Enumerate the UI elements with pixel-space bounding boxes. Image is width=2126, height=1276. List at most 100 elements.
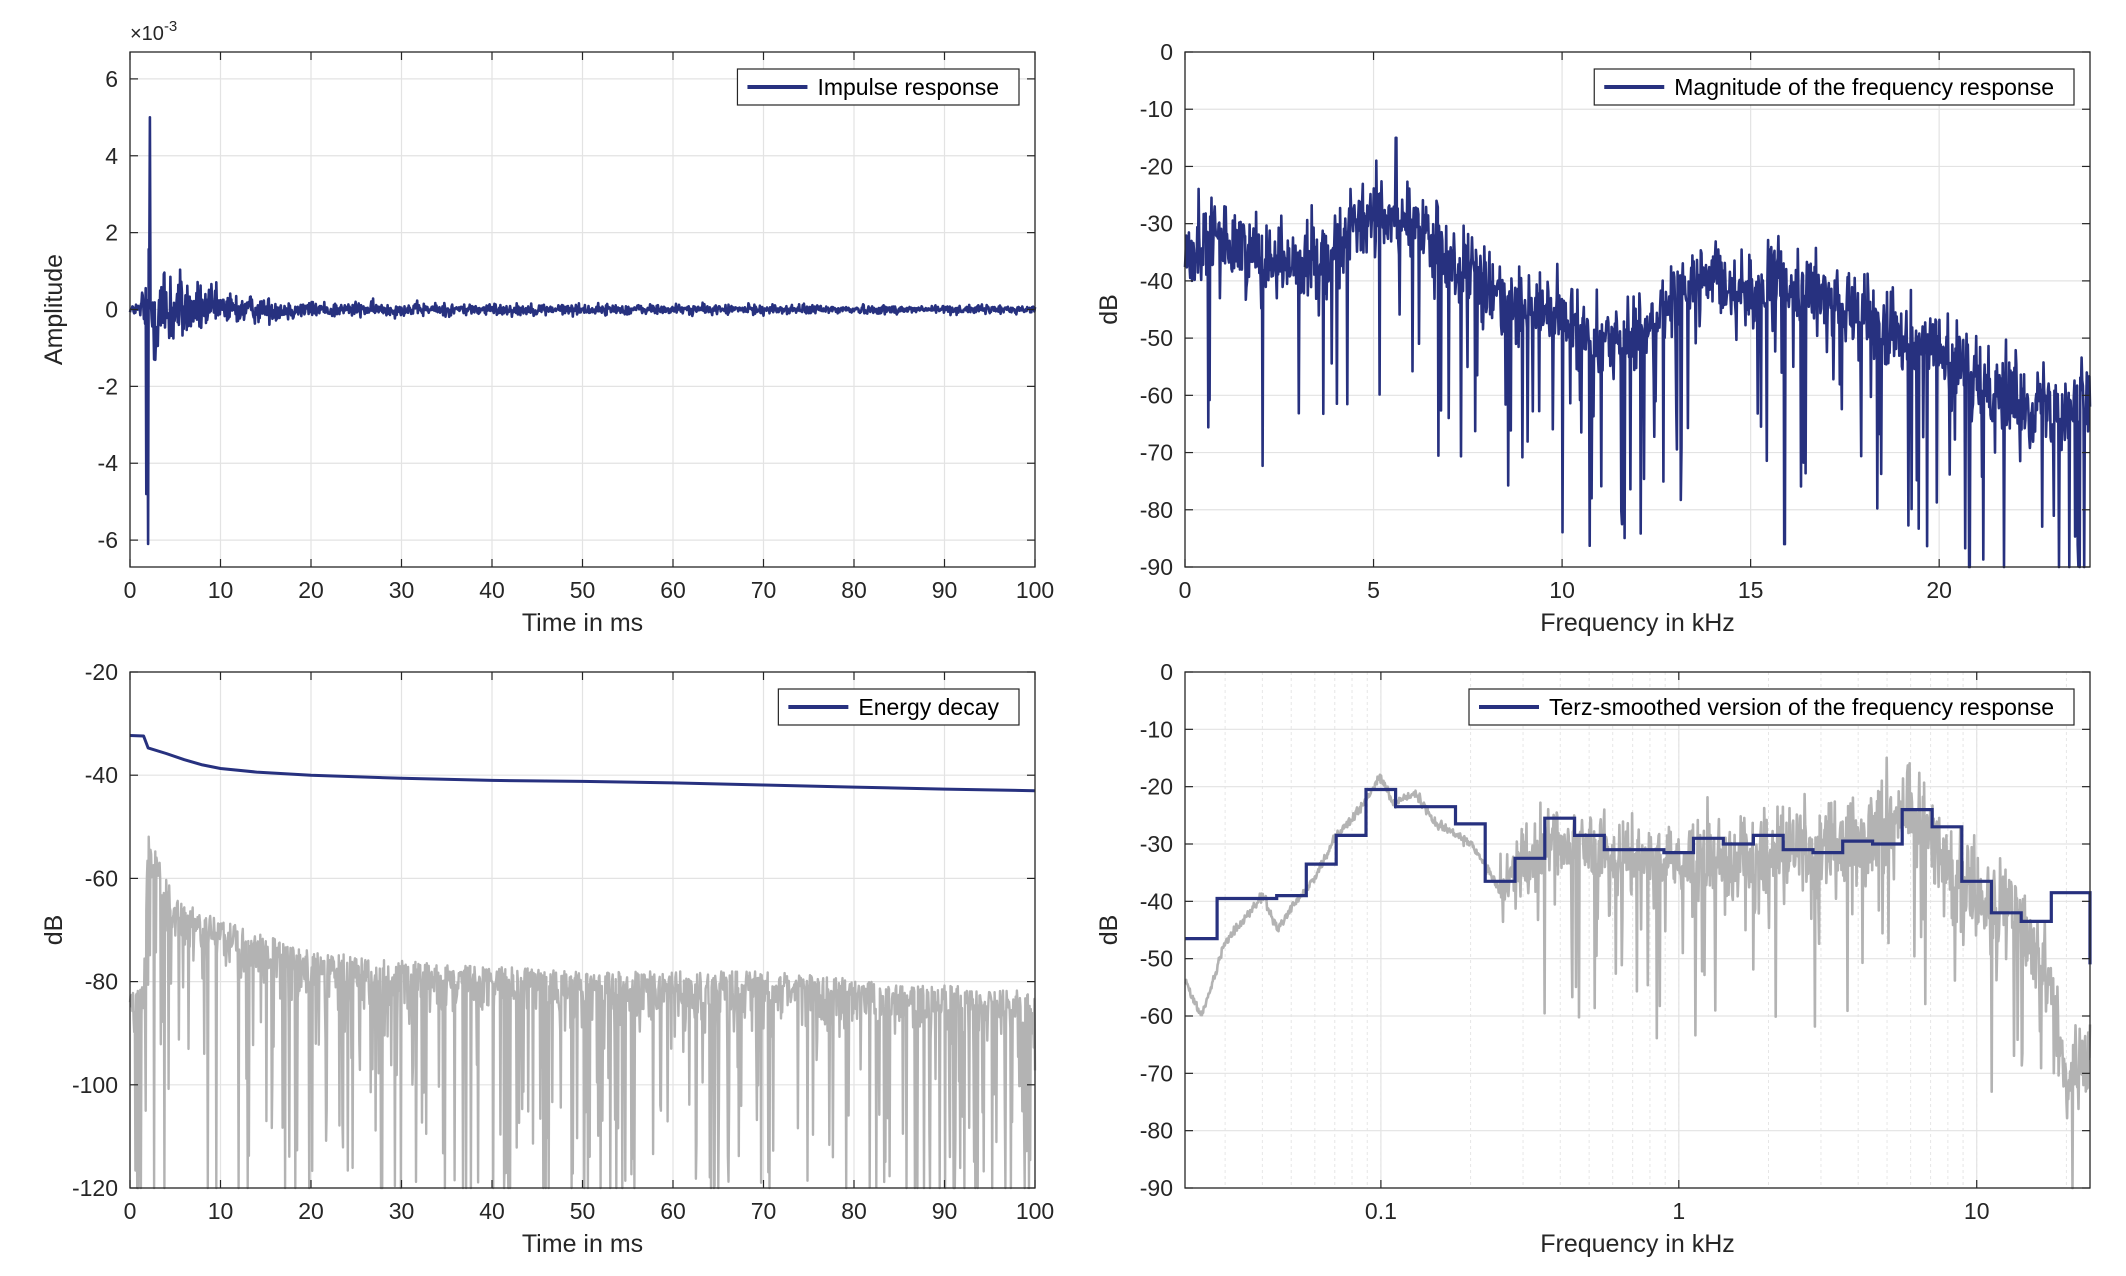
terz-traces — [1184, 756, 2092, 1190]
x-tick-label: 0 — [124, 577, 137, 603]
magnitude-x-axis-label: Frequency in kHz — [1540, 609, 1735, 637]
legend-box — [1468, 688, 2075, 726]
magnitude-y-axis-label: dB — [1095, 294, 1123, 325]
energy-x-axis-label: Time in ms — [522, 1230, 643, 1258]
y-tick-label: -10 — [1140, 96, 1173, 122]
x-tick-label: 30 — [389, 1198, 415, 1224]
x-tick-label: 20 — [298, 1198, 324, 1224]
y-tick-label: -60 — [1140, 382, 1173, 408]
terz-y-axis-label: dB — [1095, 915, 1123, 946]
x-tick-label: 40 — [479, 1198, 505, 1224]
energy-ticks: 0 10 20 30 40 50 60 70 80 90 100 -120 -100 -80 -60 -40 -… — [72, 659, 1054, 1224]
y-tick-label: -20 — [1140, 153, 1173, 179]
x-tick-label: 5 — [1367, 577, 1380, 603]
x-tick-label: 10 — [208, 577, 234, 603]
terz-smoothed-line — [1185, 787, 2092, 965]
y-tick-label: -80 — [1140, 497, 1173, 523]
y-tick-label: 0 — [1160, 659, 1173, 685]
y-tick-label: 0 — [1160, 39, 1173, 65]
y-tick-label: -120 — [72, 1175, 118, 1201]
y-tick-label: 2 — [105, 220, 118, 246]
terz-x-axis-label: Frequency in kHz — [1540, 1230, 1735, 1258]
x-tick-label: 0 — [1179, 577, 1192, 603]
magnitude-ticks: 0 5 10 15 20 -90 -80 -70 -60 -50 -40 -30 -20 -10 0 — [1140, 39, 2090, 603]
x-tick-label: 40 — [479, 577, 505, 603]
x-tick-label: 90 — [932, 577, 958, 603]
terz-axes-frame — [1184, 671, 2091, 1189]
y-tick-label: -40 — [1140, 268, 1173, 294]
x-tick-label: 60 — [660, 577, 686, 603]
y-tick-label: 6 — [105, 66, 118, 92]
y-tick-label: -20 — [1140, 774, 1173, 800]
y-tick-label: -6 — [98, 527, 118, 553]
x-tick-label: 50 — [570, 577, 596, 603]
x-tick-label: 0 — [124, 1198, 137, 1224]
energy-background-trace — [128, 835, 1037, 1190]
exponent-power: -3 — [164, 18, 177, 35]
impulse-y-exponent: ×10-3 — [130, 18, 177, 45]
magnitude-response-line — [1183, 136, 2092, 569]
y-tick-label: -4 — [98, 450, 119, 476]
x-tick-label: 90 — [932, 1198, 958, 1224]
magnitude-traces — [1183, 136, 2092, 569]
x-tick-label: 1 — [1672, 1198, 1685, 1224]
terz-panel: 0.1 1 10 -90 -80 -70 -60 -50 -40 -30 -20 -10 0 Frequ… — [1095, 659, 2092, 1258]
y-tick-label: -50 — [1140, 325, 1173, 351]
legend-entry-terz-smoothed: Terz-smoothed version of the frequency r… — [1549, 694, 2054, 720]
y-tick-label: -90 — [1140, 554, 1173, 580]
y-tick-label: -60 — [1140, 1003, 1173, 1029]
impulse-ticks: 0 10 20 30 40 50 60 70 80 90 100 -6 -4 -2 0 2 4 6 — [98, 52, 1054, 603]
x-tick-label: 80 — [841, 1198, 867, 1224]
energy-decay-line — [129, 734, 1036, 793]
x-tick-label: 100 — [1016, 1198, 1054, 1224]
impulse-x-axis-label: Time in ms — [522, 609, 643, 637]
y-tick-label: 4 — [105, 143, 118, 169]
x-tick-label: 60 — [660, 1198, 686, 1224]
x-tick-label: 100 — [1016, 577, 1054, 603]
magnitude-legend: Magnitude of the frequency response — [1593, 68, 2075, 106]
x-tick-label: 30 — [389, 577, 415, 603]
y-tick-label: -80 — [85, 969, 118, 995]
x-tick-label: 15 — [1738, 577, 1764, 603]
y-tick-label: -70 — [1140, 440, 1173, 466]
y-tick-label: -100 — [72, 1072, 118, 1098]
magnitude-panel: 0 5 10 15 20 -90 -80 -70 -60 -50 -40 -30 -20 -10 0 Fre… — [1095, 39, 2092, 637]
x-tick-label: 70 — [751, 1198, 777, 1224]
y-tick-label: -90 — [1140, 1175, 1173, 1201]
energy-legend: Energy decay — [777, 688, 1020, 726]
y-tick-label: -40 — [85, 762, 118, 788]
magnitude-axes-frame — [1184, 51, 2091, 568]
energy-panel: 0 10 20 30 40 50 60 70 80 90 100 -120 -100 -80 -60 -40 -… — [40, 659, 1054, 1258]
terz-legend: Terz-smoothed version of the frequency r… — [1468, 688, 2075, 726]
energy-traces — [128, 734, 1037, 1190]
x-tick-label: 50 — [570, 1198, 596, 1224]
y-tick-label: 0 — [105, 297, 118, 323]
impulse-panel: 0 10 20 30 40 50 60 70 80 90 100 -6 -4 -2 0 2 4 6 Time in… — [40, 18, 1054, 637]
y-tick-label: -50 — [1140, 946, 1173, 972]
y-tick-label: -80 — [1140, 1118, 1173, 1144]
impulse-traces — [128, 116, 1037, 546]
legend-box — [1593, 68, 2075, 106]
exponent-base: ×10 — [130, 23, 164, 45]
legend-entry-magnitude: Magnitude of the frequency response — [1674, 74, 2054, 100]
terz-ticks: 0.1 1 10 -90 -80 -70 -60 -50 -40 -30 -20 -10 0 — [1140, 659, 2090, 1224]
y-tick-label: -30 — [1140, 831, 1173, 857]
x-tick-label: 80 — [841, 577, 867, 603]
x-tick-label: 20 — [298, 577, 324, 603]
legend-entry-energy-decay: Energy decay — [858, 694, 999, 720]
y-tick-label: -60 — [85, 865, 118, 891]
y-tick-label: -30 — [1140, 211, 1173, 237]
x-tick-label: 10 — [208, 1198, 234, 1224]
y-tick-label: -70 — [1140, 1060, 1173, 1086]
x-tick-label: 20 — [1926, 577, 1952, 603]
impulse-legend: Impulse response — [736, 68, 1020, 106]
y-tick-label: -20 — [85, 659, 118, 685]
y-tick-label: -2 — [98, 373, 118, 399]
y-tick-label: -40 — [1140, 888, 1173, 914]
impulse-response-line — [128, 116, 1037, 546]
x-tick-label: 10 — [1549, 577, 1575, 603]
x-tick-label: 0.1 — [1365, 1198, 1397, 1224]
x-tick-label: 10 — [1964, 1198, 1990, 1224]
